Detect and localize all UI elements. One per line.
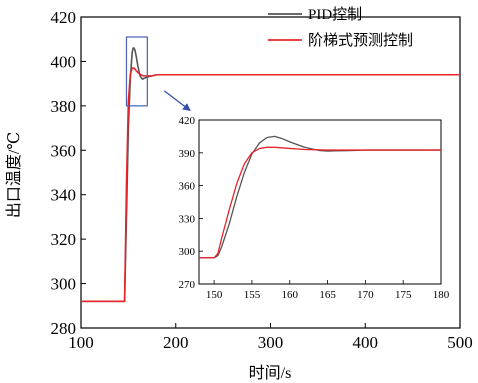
inset-x-tick-label: 175 [395, 289, 412, 301]
x-tick-label: 500 [447, 333, 473, 352]
inset-y-tick-label: 270 [179, 279, 196, 291]
inset-y-tick-label: 420 [179, 115, 196, 127]
legend-label-series-1: 阶梯式预测控制 [308, 32, 413, 49]
y-tick-label: 400 [51, 52, 77, 71]
zoom-arrow [163, 90, 191, 112]
inset-y-tick-label: 300 [179, 246, 196, 258]
inset-x-tick-label: 155 [244, 289, 261, 301]
x-tick-label: 400 [353, 333, 379, 352]
inset-y-tick-label: 360 [179, 181, 196, 193]
legend-label-series-0: PID控制 [308, 6, 362, 23]
inset-x-tick-label: 160 [282, 289, 299, 301]
x-tick-label: 200 [163, 333, 189, 352]
inset-frame [198, 119, 442, 285]
y-tick-label: 280 [51, 319, 77, 338]
inset-x-tick-label: 180 [433, 289, 450, 301]
inset-x-tick-label: 165 [319, 289, 336, 301]
x-tick-label: 300 [258, 333, 284, 352]
x-tick-label: 100 [68, 333, 94, 352]
inset-y-tick-label: 390 [179, 148, 196, 160]
y-axis-label: 出口温度/℃ [5, 132, 23, 218]
y-tick-label: 300 [51, 275, 77, 294]
inset-line-series-1 [199, 146, 441, 259]
y-tick-label: 360 [51, 141, 77, 160]
y-tick-label: 320 [51, 230, 77, 249]
inset-x-tick-label: 150 [206, 289, 223, 301]
zoom-highlight-box [125, 36, 148, 107]
inset-plot: 150 155 160 165 170 175 180 270 300 330 360 390 420 [179, 115, 450, 301]
main-plot: 100 200 300 400 500 280 300 320 340 360 380 400 420 [51, 8, 473, 352]
y-tick-label: 380 [51, 97, 77, 116]
y-tick-label: 340 [51, 186, 77, 205]
inset-x-tick-label: 170 [357, 289, 374, 301]
x-axis-label: 时间/s [249, 364, 292, 382]
inset-y-tick-label: 330 [179, 213, 196, 225]
main-line-series-1 [81, 67, 460, 303]
y-tick-label: 420 [51, 8, 77, 27]
